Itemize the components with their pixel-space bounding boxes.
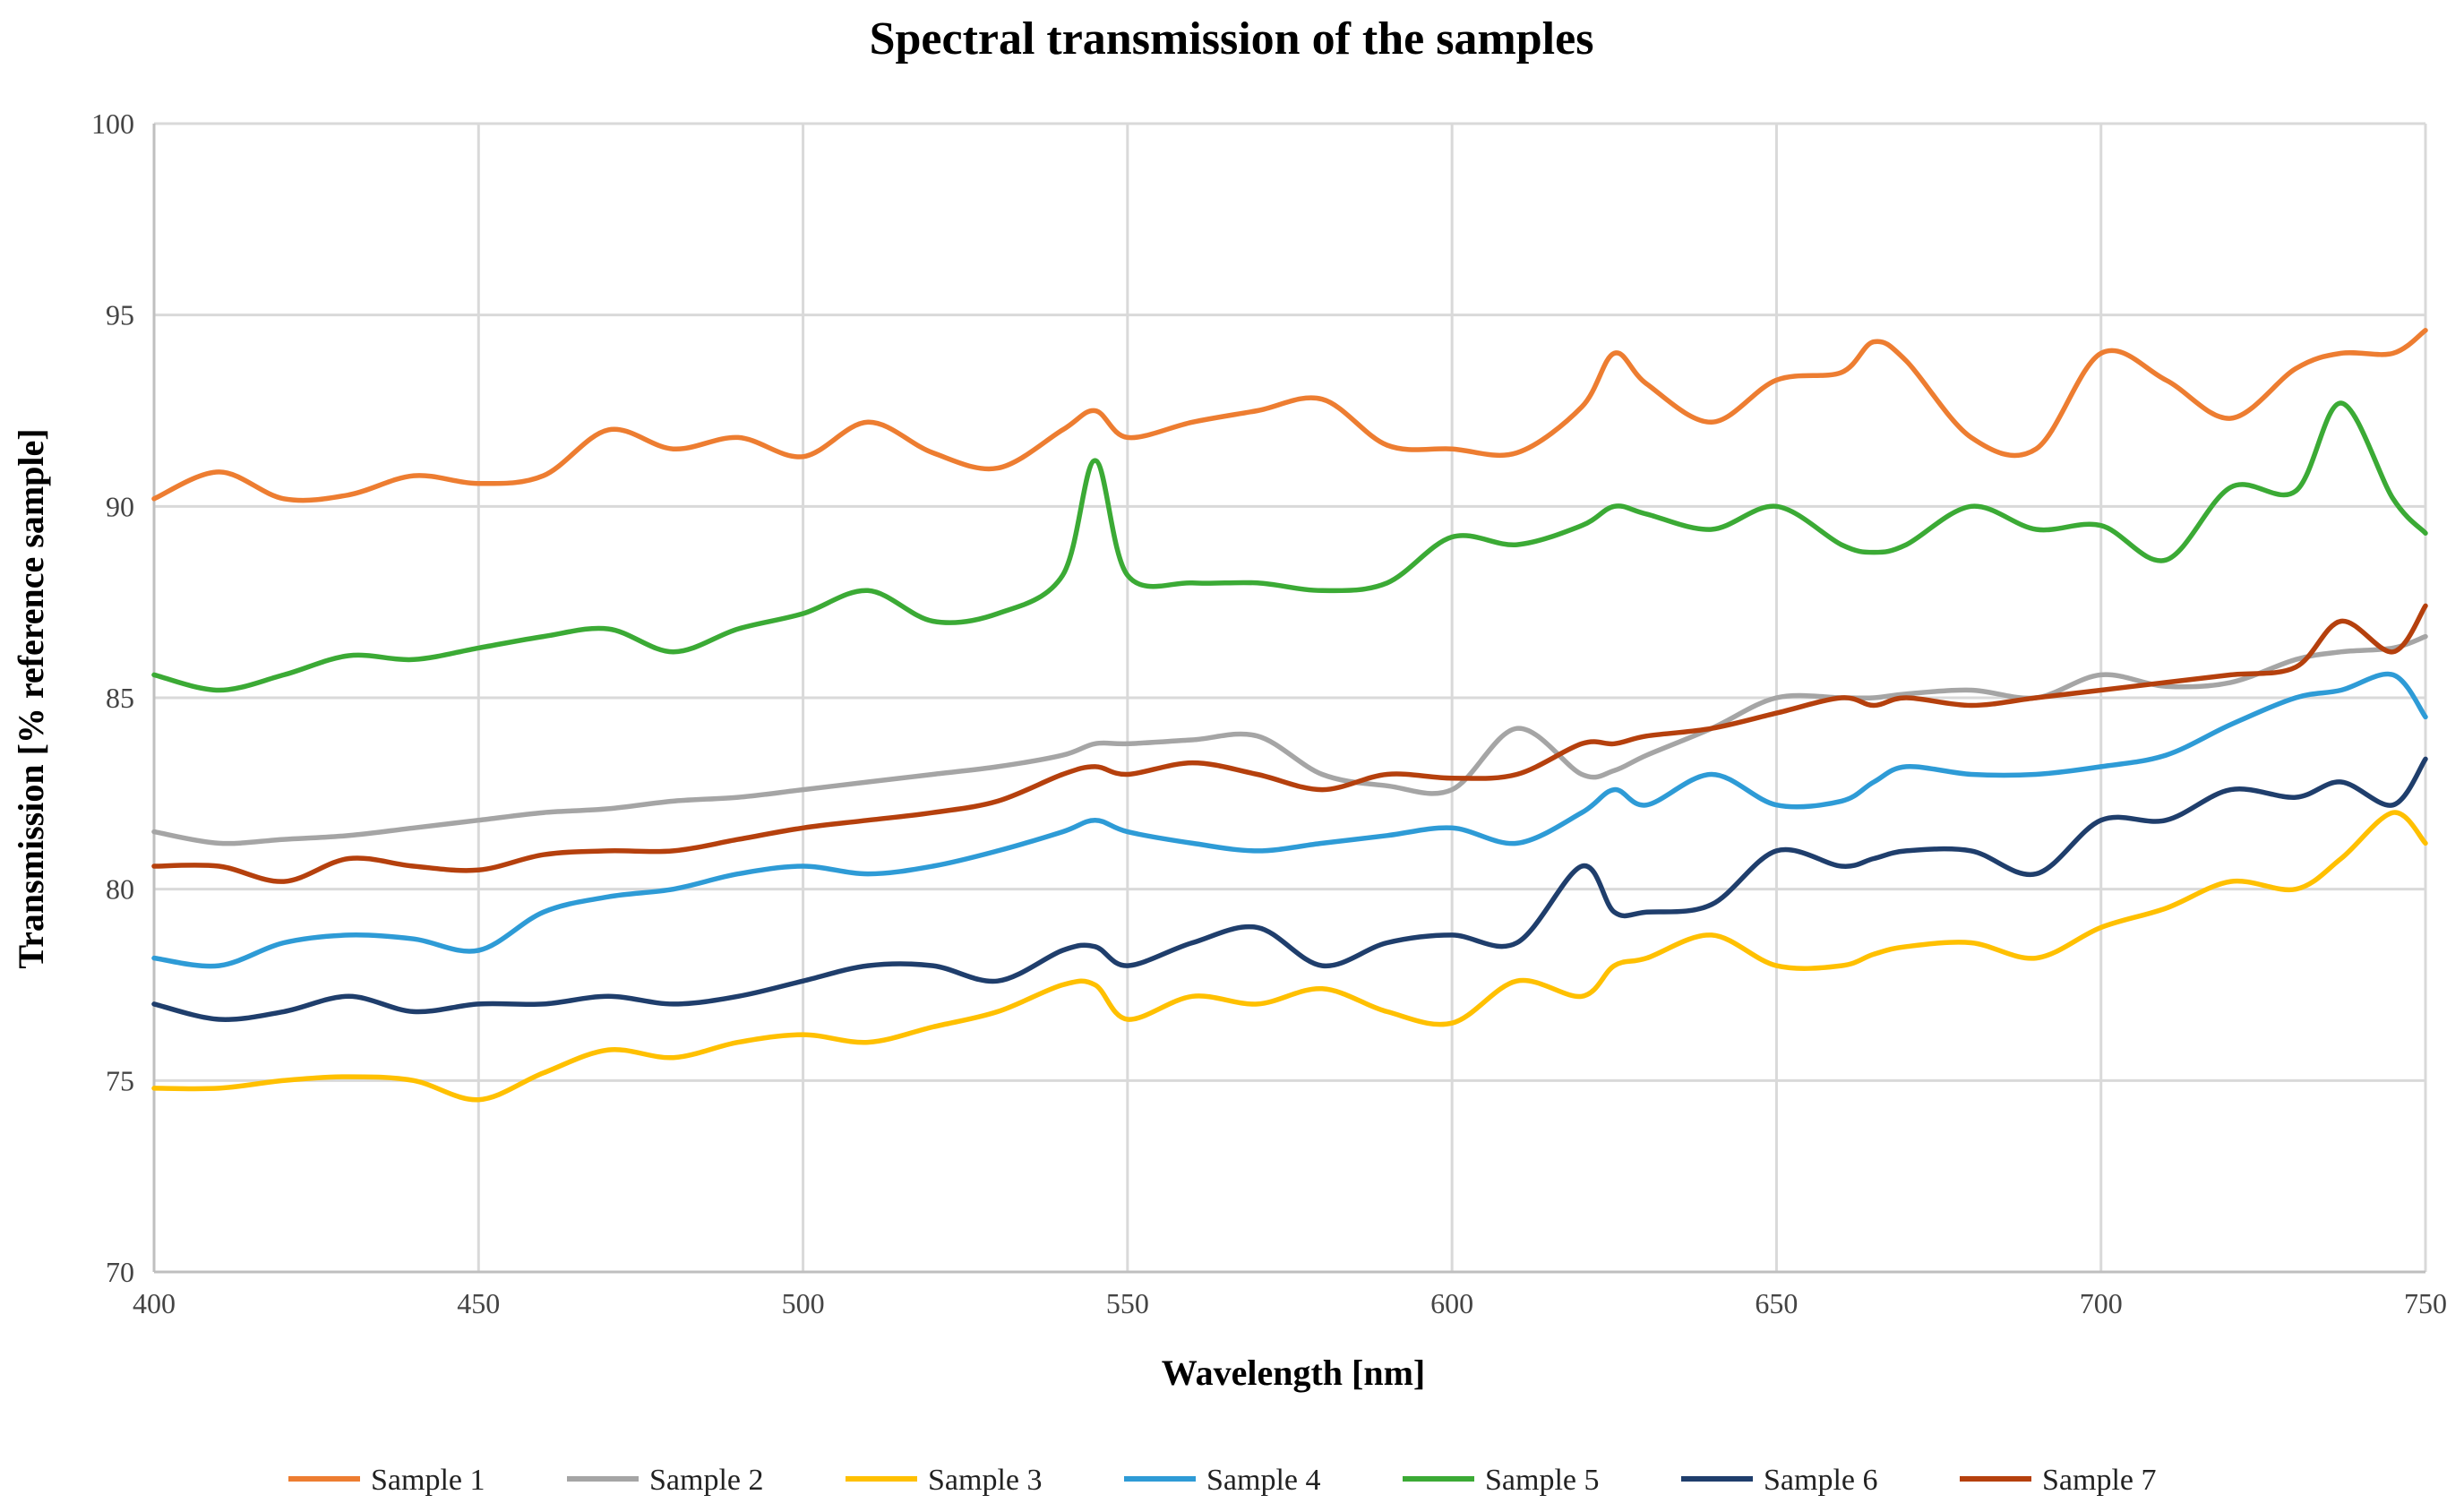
legend-item-sample-7: Sample 7: [1960, 1464, 2156, 1497]
legend-item-sample-6: Sample 6: [1681, 1464, 1877, 1497]
series-line-sample-1: [151, 328, 2428, 503]
y-tick-label: 90: [106, 490, 134, 522]
legend-label: Sample 3: [928, 1464, 1042, 1497]
chart-title: Spectral transmission of the samples: [870, 13, 1594, 64]
y-tick-label: 85: [106, 682, 134, 714]
x-tick-label: 450: [457, 1287, 500, 1319]
series-line-sample-4: [151, 671, 2428, 969]
legend: Sample 1 Sample 2 Sample 3 Sample 4 Sample 5…: [288, 1464, 2156, 1497]
x-tick-label: 750: [2404, 1287, 2447, 1319]
series-line-sample-6: [151, 756, 2428, 1022]
y-tick-label: 80: [106, 873, 134, 906]
legend-item-sample-5: Sample 5: [1403, 1464, 1599, 1497]
y-axis-label: Transmission [% reference sample]: [11, 428, 51, 968]
x-tick-label: 550: [1106, 1287, 1149, 1319]
series-line-sample-5: [151, 400, 2428, 693]
y-tick-label: 100: [91, 107, 134, 140]
series-line-sample-3: [151, 810, 2428, 1103]
legend-label: Sample 2: [649, 1464, 763, 1497]
x-tick-labels: 400 450 500 550 600 650 700 750: [133, 1287, 2447, 1319]
x-tick-label: 700: [2080, 1287, 2123, 1319]
y-tick-label: 70: [106, 1256, 134, 1288]
legend-label: Sample 1: [371, 1464, 485, 1497]
series-line-sample-7: [151, 603, 2428, 884]
legend-item-sample-1: Sample 1: [288, 1464, 485, 1497]
x-tick-label: 500: [782, 1287, 825, 1319]
legend-label: Sample 7: [2042, 1464, 2156, 1497]
x-axis-label: Wavelength [nm]: [1162, 1353, 1425, 1393]
y-tick-label: 75: [106, 1064, 134, 1096]
legend-label: Sample 4: [1206, 1464, 1320, 1497]
legend-item-sample-2: Sample 2: [567, 1464, 763, 1497]
axes: [152, 124, 2425, 1274]
grid-lines: [154, 122, 2427, 1272]
y-tick-label: 95: [106, 299, 134, 331]
x-tick-label: 650: [1755, 1287, 1798, 1319]
x-tick-label: 600: [1430, 1287, 1473, 1319]
legend-label: Sample 6: [1764, 1464, 1877, 1497]
legend-item-sample-3: Sample 3: [846, 1464, 1042, 1497]
legend-item-sample-4: Sample 4: [1124, 1464, 1320, 1497]
legend-label: Sample 5: [1485, 1464, 1599, 1497]
y-tick-labels: 70 75 80 85 90 95 100: [91, 107, 134, 1288]
series-lines: [151, 328, 2428, 1103]
x-tick-label: 400: [133, 1287, 176, 1319]
